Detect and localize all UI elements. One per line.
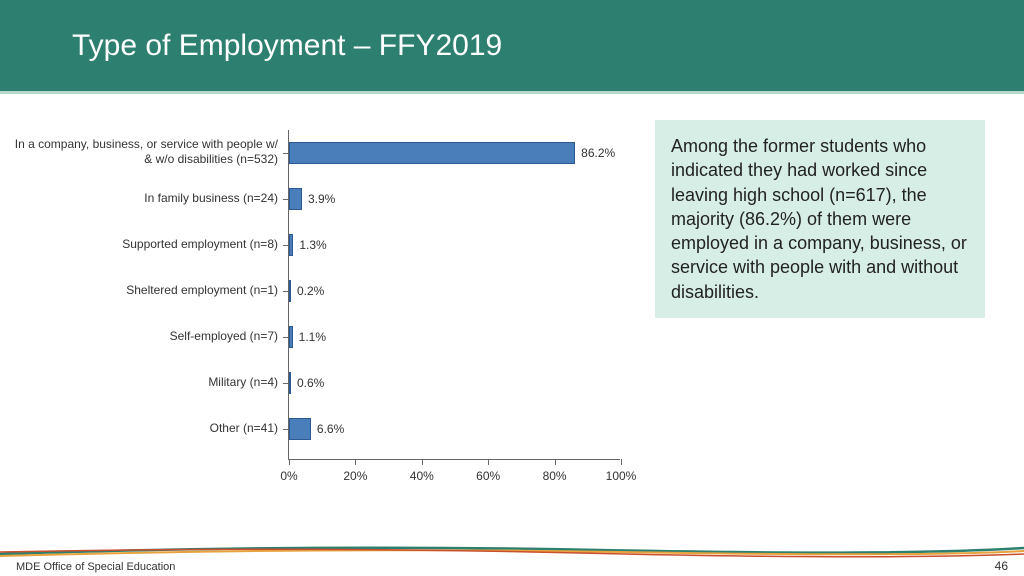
slide: Type of Employment – FFY2019 0% 20% 40% 60%… <box>0 0 1024 576</box>
x-tick-label: 20% <box>343 469 367 483</box>
bar <box>289 234 293 256</box>
bar <box>289 280 291 302</box>
bar-row: 86.2% <box>289 130 620 176</box>
category-label: In a company, business, or service with … <box>10 137 278 167</box>
bar-value-label: 86.2% <box>581 142 615 164</box>
x-tick <box>555 459 556 465</box>
footer-org: MDE Office of Special Education <box>16 561 175 573</box>
category-label: Other (n=41) <box>10 421 278 436</box>
x-tick-label: 60% <box>476 469 500 483</box>
employment-chart: 0% 20% 40% 60% 80% 100% 86.2% 3.9% 1.3% 0.2% 1.1% 0… <box>10 120 640 490</box>
bar-value-label: 6.6% <box>317 418 344 440</box>
bar-row: 0.6% <box>289 360 620 406</box>
bar-row: 6.6% <box>289 406 620 452</box>
page-number: 46 <box>995 559 1008 573</box>
x-tick-label: 0% <box>280 469 297 483</box>
bar <box>289 372 291 394</box>
slide-title: Type of Employment – FFY2019 <box>72 29 502 63</box>
x-tick-label: 80% <box>543 469 567 483</box>
x-tick-label: 100% <box>606 469 637 483</box>
bar-row: 1.1% <box>289 314 620 360</box>
bar-row: 1.3% <box>289 222 620 268</box>
x-tick <box>422 459 423 465</box>
category-label: Supported employment (n=8) <box>10 237 278 252</box>
summary-text: Among the former students who indicated … <box>671 136 967 302</box>
bar-value-label: 3.9% <box>308 188 335 210</box>
bar-value-label: 0.2% <box>297 280 324 302</box>
title-bar: Type of Employment – FFY2019 <box>0 0 1024 94</box>
x-tick <box>289 459 290 465</box>
chart-plot: 0%20%40%60%80%100%86.2%3.9%1.3%0.2%1.1%0… <box>288 130 620 460</box>
bar <box>289 142 575 164</box>
bar <box>289 418 311 440</box>
category-label: Sheltered employment (n=1) <box>10 283 278 298</box>
bar-value-label: 1.3% <box>299 234 326 256</box>
footer: MDE Office of Special Education 46 <box>0 540 1024 576</box>
bar <box>289 188 302 210</box>
category-label: Self-employed (n=7) <box>10 329 278 344</box>
bar-value-label: 0.6% <box>297 372 324 394</box>
x-tick <box>621 459 622 465</box>
bar-row: 3.9% <box>289 176 620 222</box>
x-tick-label: 40% <box>410 469 434 483</box>
category-label: Military (n=4) <box>10 375 278 390</box>
bar <box>289 326 293 348</box>
category-label: In family business (n=24) <box>10 191 278 206</box>
bar-row: 0.2% <box>289 268 620 314</box>
bar-value-label: 1.1% <box>299 326 326 348</box>
x-tick <box>355 459 356 465</box>
content-area: 0% 20% 40% 60% 80% 100% 86.2% 3.9% 1.3% 0.2% 1.1% 0… <box>0 120 1024 536</box>
summary-text-box: Among the former students who indicated … <box>655 120 985 318</box>
footer-swoosh <box>0 544 1024 558</box>
x-tick <box>488 459 489 465</box>
